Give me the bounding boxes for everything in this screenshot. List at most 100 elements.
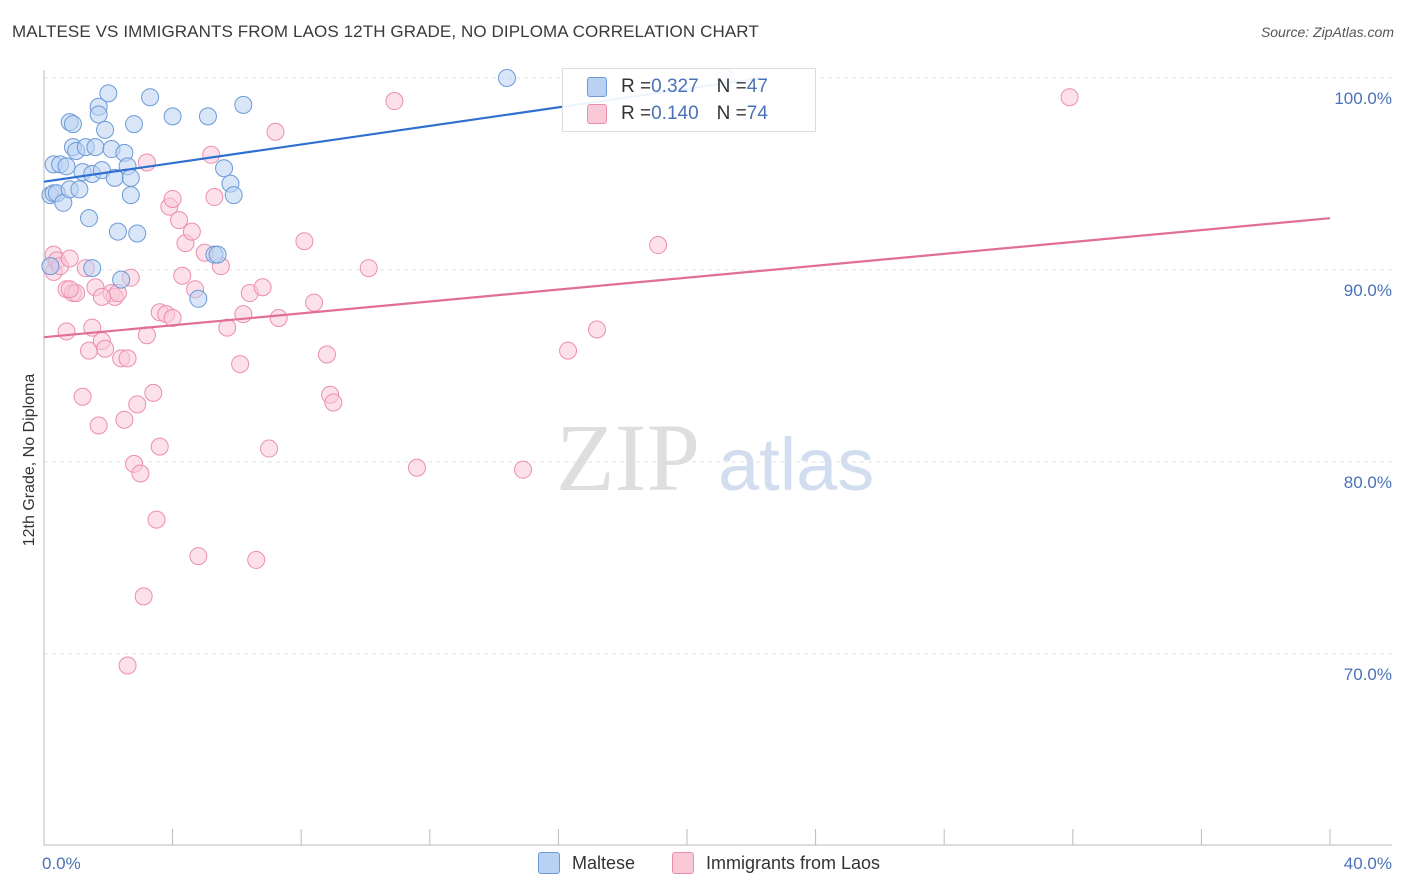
laos-swatch xyxy=(587,104,607,124)
data-point-laos xyxy=(170,211,189,230)
data-point-laos xyxy=(182,222,201,241)
data-point-laos xyxy=(559,341,578,360)
y-tick-labels: 70.0% 80.0% 90.0% 100.0% xyxy=(1334,89,1392,684)
data-point-maltese xyxy=(224,186,243,205)
data-point-laos xyxy=(57,322,76,341)
gridlines xyxy=(44,77,1392,655)
data-point-maltese xyxy=(108,222,127,241)
legend-n-value: 47 xyxy=(746,76,768,97)
series-laos-points xyxy=(41,88,1079,675)
data-point-laos xyxy=(514,460,533,479)
laos-legend-swatch xyxy=(672,852,694,874)
y-tick-label: 70.0% xyxy=(1344,665,1392,684)
data-point-laos xyxy=(163,309,182,327)
data-point-laos xyxy=(144,383,163,402)
data-point-laos xyxy=(147,510,166,529)
data-point-maltese xyxy=(83,259,102,278)
series-maltese-points xyxy=(41,69,735,308)
data-point-laos xyxy=(1060,88,1079,107)
series-legend: Maltese Immigrants from Laos xyxy=(0,852,1406,878)
data-point-laos xyxy=(89,416,108,435)
data-point-maltese xyxy=(41,257,60,276)
data-point-laos xyxy=(128,395,147,414)
data-point-laos xyxy=(173,266,192,285)
legend-row-maltese: R = 0.327 N = 47 xyxy=(587,75,768,99)
data-point-maltese xyxy=(189,289,208,308)
data-point-maltese xyxy=(99,84,118,103)
data-point-maltese xyxy=(121,168,140,187)
trend-line-laos xyxy=(43,217,1331,339)
data-point-maltese xyxy=(125,115,144,134)
data-point-laos xyxy=(131,464,150,483)
data-point-laos xyxy=(115,410,134,429)
data-point-laos xyxy=(118,349,137,368)
data-point-maltese xyxy=(208,245,227,264)
x-tick-labels: 0.0% 40.0% xyxy=(42,854,1392,873)
source-label: Source: ZipAtlas.com xyxy=(1260,24,1394,40)
legend-item-maltese[interactable]: Maltese xyxy=(538,852,635,874)
legend-n-value: 74 xyxy=(746,103,768,124)
data-point-maltese xyxy=(128,224,147,243)
data-point-maltese xyxy=(497,69,516,87)
correlation-legend: R = 0.327 N = 47 R = 0.140 N = 74 xyxy=(562,68,816,132)
legend-r-label: R = xyxy=(621,103,652,124)
data-point-laos xyxy=(218,318,237,337)
data-point-laos xyxy=(247,550,266,569)
data-point-maltese xyxy=(86,138,105,157)
data-point-maltese xyxy=(121,186,140,205)
data-point-laos xyxy=(231,355,250,374)
x-tick-label: 40.0% xyxy=(1344,854,1392,873)
legend-row-laos: R = 0.140 N = 74 xyxy=(587,102,768,126)
data-point-laos xyxy=(385,92,404,111)
data-point-maltese xyxy=(80,209,99,228)
legend-item-laos[interactable]: Immigrants from Laos xyxy=(672,852,880,874)
data-point-laos xyxy=(202,145,221,164)
data-point-maltese xyxy=(112,270,131,289)
y-tick-label: 80.0% xyxy=(1344,473,1392,492)
watermark-zip: ZIP xyxy=(556,404,700,511)
data-point-maltese xyxy=(89,105,108,124)
data-point-maltese xyxy=(141,88,160,107)
legend-r-value: 0.140 xyxy=(651,103,699,124)
data-point-maltese xyxy=(163,107,182,126)
data-point-laos xyxy=(205,188,224,207)
data-point-laos xyxy=(317,345,336,364)
data-point-maltese xyxy=(198,107,217,126)
data-point-maltese xyxy=(215,159,234,178)
data-point-maltese xyxy=(57,157,76,176)
data-point-laos xyxy=(60,249,79,268)
data-point-laos xyxy=(60,280,79,299)
data-point-laos xyxy=(324,393,343,412)
data-point-laos xyxy=(134,587,153,606)
legend-label-laos: Immigrants from Laos xyxy=(706,852,881,873)
legend-label-maltese: Maltese xyxy=(572,852,636,873)
watermark-atlas: atlas xyxy=(718,423,874,506)
data-point-laos xyxy=(649,236,668,255)
data-point-laos xyxy=(305,293,324,312)
maltese-swatch xyxy=(587,77,607,97)
y-tick-label: 100.0% xyxy=(1334,89,1392,108)
data-point-laos xyxy=(269,309,288,327)
data-point-laos xyxy=(118,656,137,675)
maltese-legend-swatch xyxy=(538,852,560,874)
watermark: ZIP atlas xyxy=(556,404,874,511)
data-point-laos xyxy=(163,189,182,208)
data-point-maltese xyxy=(70,180,89,199)
axes xyxy=(43,70,1392,846)
legend-r-label: R = xyxy=(621,76,652,97)
data-point-laos xyxy=(150,437,169,456)
x-tick-label: 0.0% xyxy=(42,854,81,873)
legend-n-label: N = xyxy=(716,76,747,97)
data-point-maltese xyxy=(234,95,253,114)
data-point-laos xyxy=(260,439,279,458)
data-point-maltese xyxy=(96,120,115,139)
legend-r-value: 0.327 xyxy=(651,76,699,97)
data-point-laos xyxy=(587,320,606,339)
data-point-maltese xyxy=(63,115,82,134)
data-point-laos xyxy=(253,278,272,297)
data-point-laos xyxy=(266,122,285,141)
legend-n-label: N = xyxy=(716,103,747,124)
data-point-laos xyxy=(359,259,378,278)
data-point-laos xyxy=(73,387,92,406)
